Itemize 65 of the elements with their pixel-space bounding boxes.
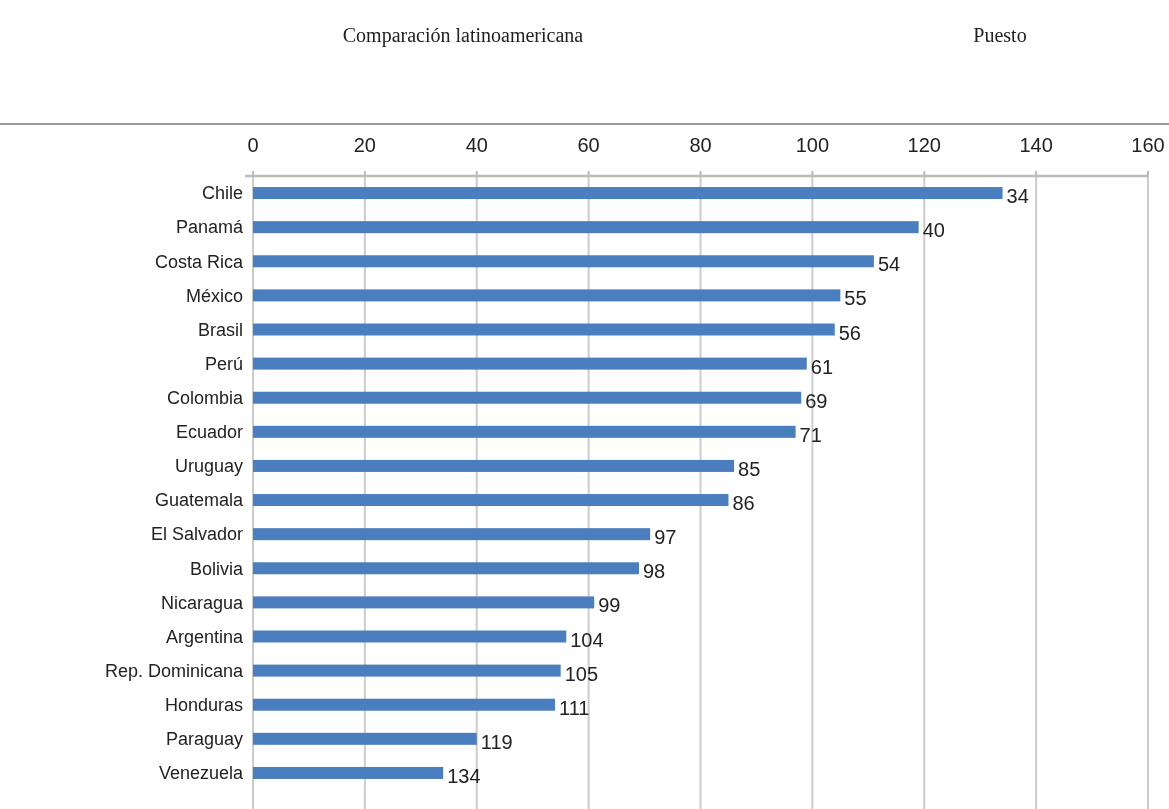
chart-subtitle: Puesto [973, 24, 1027, 46]
annotation: 105 [564, 662, 599, 685]
bar [253, 766, 444, 779]
annotation: 104 [570, 628, 604, 651]
y-tick-label: Colombia [166, 388, 244, 409]
x-tick-label: 160 [1131, 134, 1165, 156]
annotation: 134 [447, 764, 481, 787]
annotation: 119 [480, 730, 513, 753]
annotation: 97 [654, 526, 677, 549]
annotation: 86 [732, 492, 755, 515]
annotation: 61 [810, 355, 834, 378]
y-tick-label: Guatemala [154, 490, 244, 511]
y-tick-label: Brasil [197, 319, 243, 340]
y-tick-label: Costa Rica [154, 251, 244, 272]
y-tick-label: Honduras [164, 695, 243, 716]
x-tick-label: 40 [465, 134, 488, 156]
bar [253, 459, 735, 472]
annotation: 111 [559, 696, 590, 719]
bar [253, 528, 651, 541]
bar [253, 425, 796, 438]
bar [253, 698, 556, 711]
bar [253, 357, 807, 370]
y-tick-label: Uruguay [174, 456, 243, 477]
bar [253, 391, 802, 404]
x-tick-label: 80 [689, 134, 712, 156]
bar [253, 664, 561, 677]
x-tick-label: 0 [247, 134, 259, 156]
y-tick-label: Nicaragua [160, 592, 244, 613]
annotation: 99 [598, 594, 621, 617]
bar [253, 255, 874, 268]
y-tick-label: El Salvador [150, 524, 243, 545]
y-tick-label: Perú [204, 353, 243, 374]
x-tick-label: 140 [1019, 134, 1053, 156]
bar [253, 596, 595, 609]
bar [253, 630, 567, 643]
bar [253, 562, 639, 575]
y-tick-label: México [185, 285, 243, 306]
bar [253, 732, 477, 745]
annotation: 56 [838, 321, 861, 344]
bar [253, 187, 1003, 200]
annotation: 98 [642, 560, 666, 583]
annotation: 54 [877, 253, 901, 276]
bar [253, 323, 835, 336]
y-tick-label: Venezuela [158, 763, 244, 784]
chart-title: Comparación latinoamericana [342, 24, 584, 47]
x-tick-label: 20 [353, 134, 376, 156]
annotation: 34 [1006, 185, 1029, 208]
y-tick-label: Argentina [165, 626, 244, 647]
bar [253, 221, 919, 234]
y-tick-label: Panamá [175, 217, 244, 238]
annotation: 85 [738, 457, 761, 480]
bar [253, 289, 841, 302]
x-tick-label: 120 [907, 134, 941, 156]
y-tick-label: Bolivia [189, 558, 244, 579]
bar [253, 494, 729, 507]
y-tick-label: Chile [201, 183, 243, 204]
annotation: 69 [805, 389, 828, 412]
annotation: 71 [799, 423, 822, 446]
annotation: 40 [922, 219, 945, 242]
y-tick-label: Ecuador [175, 422, 243, 443]
y-tick-label: Rep. Dominicana [104, 660, 244, 681]
x-tick-label: 60 [577, 134, 600, 156]
annotation: 55 [844, 287, 867, 310]
x-tick-label: 100 [795, 134, 830, 156]
y-tick-label: Paraguay [165, 729, 243, 750]
